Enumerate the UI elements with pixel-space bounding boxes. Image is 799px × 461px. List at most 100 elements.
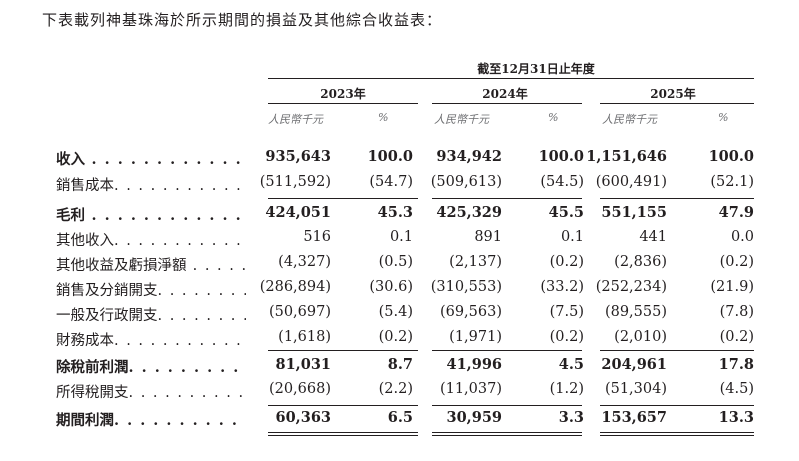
rule-after-cost <box>600 198 754 199</box>
row-label: 除稅前利潤. . . . . . . . . . . . <box>56 356 246 377</box>
percent-cell: (0.2) <box>549 329 584 345</box>
table-row: 其他收益及虧損淨額 . . . . . (4,327) (0.5) (2,137) (0… <box>0 254 799 278</box>
amount-cell: (51,304) <box>604 381 667 397</box>
leader-dots: . . . . . . . . . . . . . <box>114 233 246 249</box>
row-label-text: 財務成本 <box>56 333 114 349</box>
amount-cell: 891 <box>474 229 502 245</box>
row-label: 一般及行政開支. . . . . . . . . <box>56 304 246 325</box>
total-double-rule <box>268 432 418 436</box>
amount-cell: (310,553) <box>430 279 502 295</box>
amount-cell: 425,329 <box>436 204 502 221</box>
row-label-text: 毛利 <box>56 207 85 224</box>
amount-cell: (2,137) <box>449 254 502 270</box>
rule-after-finance <box>600 350 754 351</box>
amount-cell: (600,491) <box>595 174 667 190</box>
year-rule-2025 <box>600 103 754 104</box>
amount-cell: 1,151,646 <box>586 148 667 165</box>
percent-cell: (0.2) <box>719 329 754 345</box>
percent-cell: (30.6) <box>369 279 413 295</box>
header-rule <box>268 78 754 79</box>
amount-cell: (2,010) <box>614 329 667 345</box>
percent-cell: 100.0 <box>367 148 413 165</box>
row-label-text: 銷售及分銷開支 <box>56 283 158 299</box>
leader-dots: . . . . . . . . . <box>157 308 247 324</box>
amount-cell: 81,031 <box>275 356 332 373</box>
amount-cell: (252,234) <box>595 279 667 295</box>
rule-after-finance <box>432 350 582 351</box>
row-label: 所得稅開支. . . . . . . . . . . . <box>56 381 246 402</box>
amount-cell: (50,697) <box>268 304 331 320</box>
period-header-label: 截至12月31日止年度 <box>477 62 595 76</box>
percent-cell: (54.5) <box>540 174 584 190</box>
row-label-text: 期間利潤 <box>56 412 114 429</box>
leader-dots: . . . . . <box>186 258 246 274</box>
leader-dots: . . . . . . . . . . . . . . <box>114 412 246 429</box>
percent-cell: (7.8) <box>719 304 754 320</box>
percent-cell: 0.1 <box>560 229 584 245</box>
table-row: 除稅前利潤. . . . . . . . . . . . 81,031 8.7 41,… <box>0 356 799 380</box>
year-2025: 2025年 <box>650 87 696 101</box>
unit-pct-2025: % <box>718 111 729 124</box>
percent-cell: 45.5 <box>548 204 584 221</box>
amount-cell: 153,657 <box>601 409 667 426</box>
amount-cell: (286,894) <box>259 279 331 295</box>
row-label: 其他收入. . . . . . . . . . . . . <box>56 229 246 250</box>
table-row: 其他收入. . . . . . . . . . . . . 516 0.1 891 0.… <box>0 229 799 253</box>
amount-cell: 934,942 <box>436 148 502 165</box>
row-label-text: 所得稅開支 <box>56 385 129 401</box>
total-double-rule <box>600 432 754 436</box>
table-row: 期間利潤. . . . . . . . . . . . . . 60,363 6.5… <box>0 409 799 433</box>
year-2023: 2023年 <box>320 87 366 101</box>
leader-dots: . . . . . . . . . . . . . . . . . <box>91 207 246 224</box>
row-label: 收入 . . . . . . . . . . . . . . . . . <box>56 148 246 169</box>
table-row: 毛利 . . . . . . . . . . . . . . . . . 424,… <box>0 204 799 228</box>
percent-cell: (0.5) <box>378 254 413 270</box>
percent-cell: (4.5) <box>719 381 754 397</box>
percent-cell: 4.5 <box>558 356 584 373</box>
percent-cell: 17.8 <box>718 356 754 373</box>
row-label: 銷售成本. . . . . . . . . . . . . <box>56 174 246 195</box>
amount-cell: 551,155 <box>601 204 667 221</box>
row-label: 期間利潤. . . . . . . . . . . . . . <box>56 409 246 430</box>
amount-cell: (511,592) <box>259 174 331 190</box>
table-row: 財務成本. . . . . . . . . . . . . (1,618) (0.2… <box>0 329 799 353</box>
rule-after-cost <box>268 198 418 199</box>
table-row: 所得稅開支. . . . . . . . . . . . (20,668) (2.2… <box>0 381 799 405</box>
percent-cell: 0.0 <box>730 229 754 245</box>
percent-cell: 100.0 <box>538 148 584 165</box>
percent-cell: 100.0 <box>708 148 754 165</box>
percent-cell: 13.3 <box>718 409 754 426</box>
percent-cell: (1.2) <box>549 381 584 397</box>
row-label-text: 一般及行政開支 <box>56 308 158 324</box>
unit-pct-2023: % <box>378 111 389 124</box>
amount-cell: (509,613) <box>430 174 502 190</box>
table-row: 收入 . . . . . . . . . . . . . . . . . 935,… <box>0 148 799 172</box>
row-label-text: 除稅前利潤 <box>56 359 129 376</box>
rule-after-tax <box>600 405 754 406</box>
percent-cell: (54.7) <box>369 174 413 190</box>
percent-cell: (52.1) <box>710 174 754 190</box>
amount-cell: (69,563) <box>439 304 502 320</box>
unit-pct-2024: % <box>548 111 559 124</box>
row-label: 銷售及分銷開支. . . . . . . . . <box>56 279 246 300</box>
unit-rmb-2024: 人民幣千元 <box>434 113 489 126</box>
rule-after-tax <box>432 405 582 406</box>
year-rule-2023 <box>268 103 418 104</box>
percent-cell: (0.2) <box>719 254 754 270</box>
percent-cell: 45.3 <box>377 204 413 221</box>
leader-dots: . . . . . . . . . . . . . <box>114 333 246 349</box>
total-double-rule <box>432 432 582 436</box>
amount-cell: 30,959 <box>446 409 503 426</box>
percent-cell: 8.7 <box>387 356 413 373</box>
amount-cell: 60,363 <box>275 409 332 426</box>
percent-cell: (33.2) <box>540 279 584 295</box>
amount-cell: (2,836) <box>614 254 667 270</box>
percent-cell: 6.5 <box>387 409 413 426</box>
percent-cell: 3.3 <box>558 409 584 426</box>
amount-cell: (20,668) <box>268 381 331 397</box>
amount-cell: 935,643 <box>265 148 331 165</box>
table-row: 銷售及分銷開支. . . . . . . . . (286,894) (30.6) (… <box>0 279 799 303</box>
row-label-text: 收入 <box>56 151 85 168</box>
year-rule-2024 <box>432 103 582 104</box>
amount-cell: (1,971) <box>449 329 502 345</box>
